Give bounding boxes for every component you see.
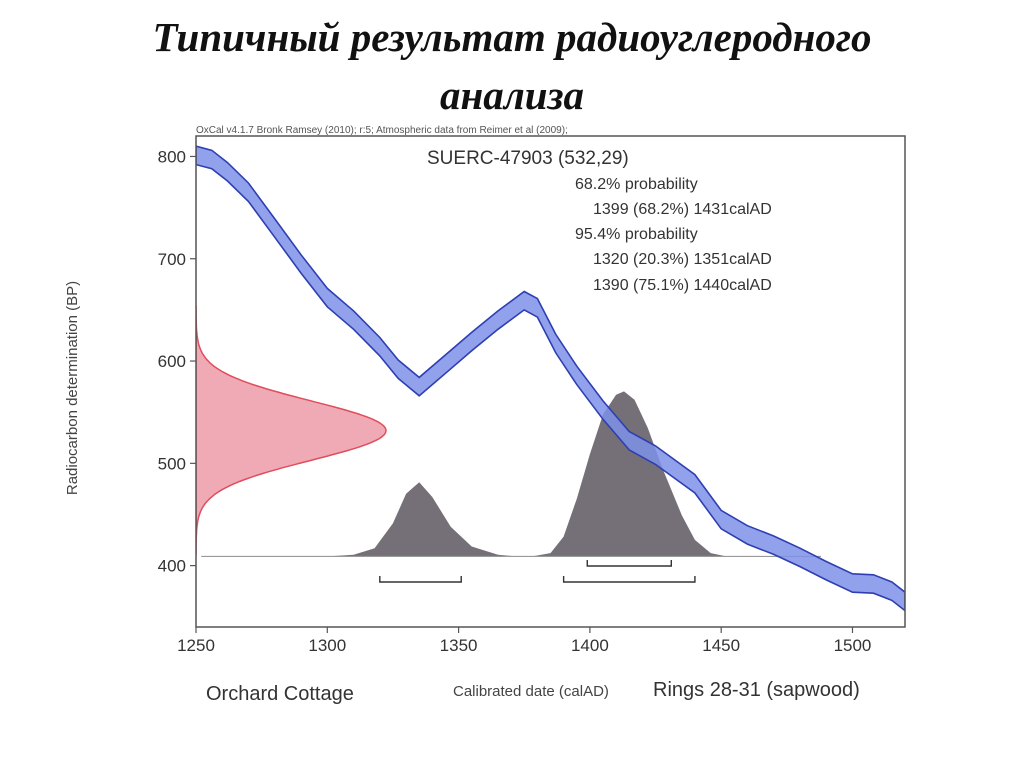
x-tick-label: 1350 — [440, 636, 478, 655]
stat-line-5: 1390 (75.1%) 1440calAD — [593, 277, 772, 294]
plot-content — [196, 145, 905, 612]
x-tick-label: 1400 — [571, 636, 609, 655]
left-caption: Orchard Cottage — [206, 683, 354, 705]
radiocarbon-distribution — [196, 306, 387, 556]
axis-ticks: 400 500 600 700 800 1250 1300 1350 1400 1450 1500 — [158, 147, 872, 655]
calibration-curve — [196, 145, 905, 612]
slide-title: Типичный результат радиоуглеродного анал… — [0, 8, 1024, 124]
sample-label: SUERC-47903 (532,29) — [427, 148, 629, 169]
range-68-bracket — [586, 560, 672, 567]
stat-line-2: 1399 (68.2%) 1431calAD — [593, 201, 772, 218]
range-95-bracket — [379, 576, 462, 583]
stat-line-3: 95.4% probability — [575, 226, 698, 243]
x-tick-label: 1450 — [702, 636, 740, 655]
y-tick-label: 600 — [158, 352, 186, 371]
y-tick-label: 500 — [158, 454, 186, 473]
y-axis-label: Radiocarbon determination (BP) — [64, 281, 81, 495]
right-caption: Rings 28-31 (sapwood) — [653, 679, 860, 701]
y-tick-label: 700 — [158, 250, 186, 269]
x-axis-label: Calibrated date (calAD) — [453, 683, 609, 700]
x-tick-label: 1500 — [834, 636, 872, 655]
plot-area — [196, 145, 905, 612]
stat-line-1: 68.2% probability — [575, 176, 698, 193]
slide-title-line2: анализа — [439, 72, 585, 118]
plot-frame — [195, 135, 906, 628]
range-95-bracket — [562, 576, 696, 583]
slide-title-line1: Типичный результат радиоуглеродного — [152, 14, 872, 60]
y-tick-label: 400 — [158, 557, 186, 576]
x-tick-label: 1300 — [308, 636, 346, 655]
x-tick-label: 1250 — [177, 636, 215, 655]
chart-header: OxCal v4.1.7 Bronk Ramsey (2010); r:5; A… — [196, 125, 568, 136]
y-tick-label: 800 — [158, 147, 186, 166]
stat-line-4: 1320 (20.3%) 1351calAD — [593, 251, 772, 268]
